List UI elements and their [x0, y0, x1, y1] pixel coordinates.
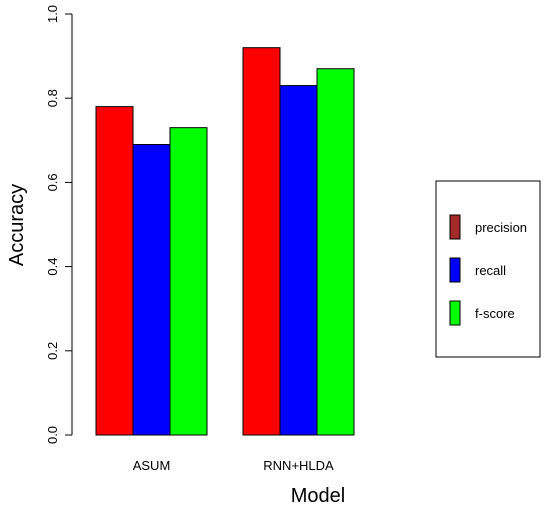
bars: [95, 47, 355, 436]
y-axis: 0.0 0.2 0.4 0.6 0.8 1.0: [45, 5, 73, 444]
legend-label-precision: precision: [475, 220, 527, 235]
bar-f-score-asum: [169, 127, 208, 436]
bar-recall-asum: [132, 144, 171, 436]
legend-label-recall: recall: [475, 263, 506, 278]
x-tick-label: RNN+HLDA: [263, 458, 334, 473]
legend: precision recall f-score: [435, 180, 541, 358]
legend-swatch-f-score: [449, 300, 461, 326]
y-tick-label: 0.8: [45, 89, 60, 107]
y-axis-title: Accuracy: [6, 184, 28, 266]
bar-precision-rnn-hlda: [242, 47, 281, 436]
x-axis-title: Model: [291, 485, 345, 507]
legend-swatch-recall: [449, 257, 461, 283]
legend-label-f-score: f-score: [475, 306, 515, 321]
x-axis-tick-labels: ASUM RNN+HLDA: [133, 458, 334, 473]
y-tick-label: 0.2: [45, 342, 60, 360]
y-tick-label: 0.0: [45, 426, 60, 444]
y-tick-label: 1.0: [45, 5, 60, 23]
legend-box: [435, 180, 541, 358]
bar-precision-asum: [95, 106, 134, 436]
legend-swatch-precision: [449, 214, 461, 240]
y-tick-label: 0.4: [45, 258, 60, 276]
bar-recall-rnn-hlda: [279, 85, 318, 436]
x-tick-label: ASUM: [133, 458, 171, 473]
bar-f-score-rnn-hlda: [316, 68, 355, 436]
y-tick-label: 0.6: [45, 173, 60, 191]
